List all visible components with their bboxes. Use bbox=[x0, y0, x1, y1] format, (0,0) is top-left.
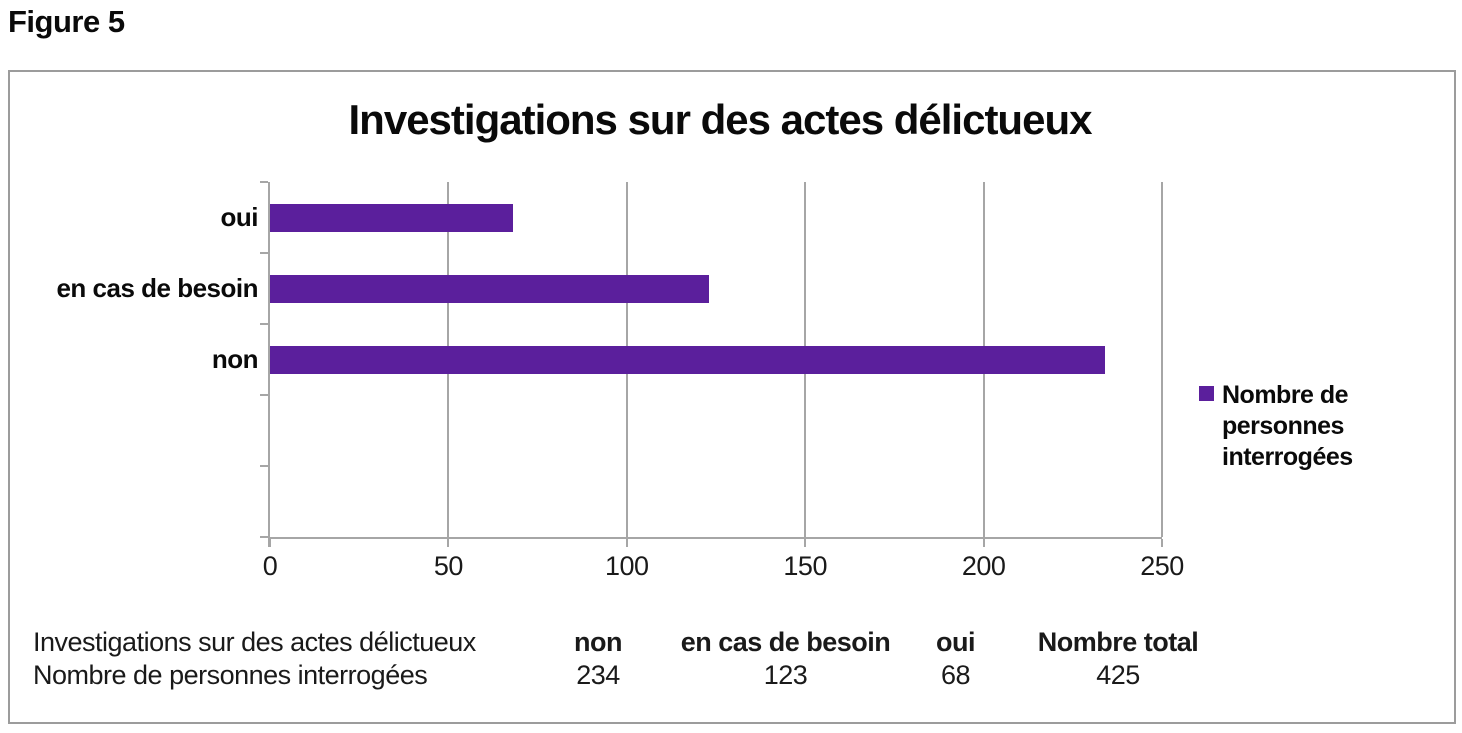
bar-oui bbox=[270, 203, 513, 232]
legend-label: Nombre de personnes interrogées bbox=[1222, 381, 1353, 471]
plot-area: 0 50 100 150 200 250 oui en cas de besoin non bbox=[56, 181, 1184, 581]
x-axis-line bbox=[268, 537, 1162, 539]
category-label: oui bbox=[220, 202, 259, 232]
x-tick-label: 250 bbox=[1140, 551, 1184, 581]
table-header-nombre-total: Nombre total bbox=[1037, 627, 1199, 657]
table-row-values: Nombre de personnes interrogées 234 123 … bbox=[33, 659, 1413, 692]
chart-title: Investigations sur des actes délictueux bbox=[348, 96, 1093, 143]
x-axis-tick bbox=[447, 539, 450, 547]
x-tick-label: 150 bbox=[783, 551, 827, 581]
y-axis-tick bbox=[260, 181, 268, 183]
bar-non bbox=[270, 345, 1105, 374]
data-table: Investigations sur des actes délictueux … bbox=[33, 626, 1413, 692]
x-tick-label: 100 bbox=[605, 551, 649, 581]
x-axis-tick bbox=[982, 539, 985, 547]
table-header-oui: oui bbox=[936, 627, 976, 657]
gridline bbox=[1161, 182, 1163, 537]
x-axis-tick bbox=[625, 539, 628, 547]
category-label: non bbox=[211, 344, 259, 374]
x-tick-label: 0 bbox=[262, 551, 278, 581]
category-label: en cas de besoin bbox=[56, 273, 258, 303]
y-axis-line bbox=[268, 182, 270, 547]
legend: Nombre de personnes interrogées bbox=[1199, 380, 1382, 473]
table-header-non: non bbox=[574, 627, 622, 657]
x-tick-label: 200 bbox=[961, 551, 1006, 581]
table-row-headers: Investigations sur des actes délictueux … bbox=[33, 626, 1413, 659]
x-axis-tick bbox=[1161, 539, 1163, 547]
y-axis-tick bbox=[260, 465, 268, 467]
table-header-en-cas-de-besoin: en cas de besoin bbox=[680, 627, 891, 657]
y-axis-tick bbox=[260, 536, 268, 538]
table-value-nombre-total: 425 bbox=[1096, 660, 1140, 690]
figure-label: Figure 5 bbox=[8, 4, 125, 39]
bar-en-cas-de-besoin bbox=[270, 274, 709, 303]
x-axis-tick bbox=[269, 539, 271, 547]
table-value-oui: 68 bbox=[940, 660, 971, 690]
x-tick-label: 50 bbox=[433, 551, 464, 581]
table-row-label: Investigations sur des actes délictueux bbox=[33, 627, 476, 657]
table-value-non: 234 bbox=[576, 660, 620, 690]
y-axis-tick bbox=[260, 252, 268, 254]
y-axis-tick bbox=[260, 323, 268, 325]
chart-container: Investigations sur des actes délictueux … bbox=[8, 70, 1456, 724]
table-row-label: Nombre de personnes interrogées bbox=[33, 660, 428, 690]
x-axis-tick bbox=[804, 539, 807, 547]
legend-swatch bbox=[1199, 386, 1214, 401]
table-value-en-cas-de-besoin: 123 bbox=[763, 660, 808, 690]
y-axis-tick bbox=[260, 394, 268, 396]
